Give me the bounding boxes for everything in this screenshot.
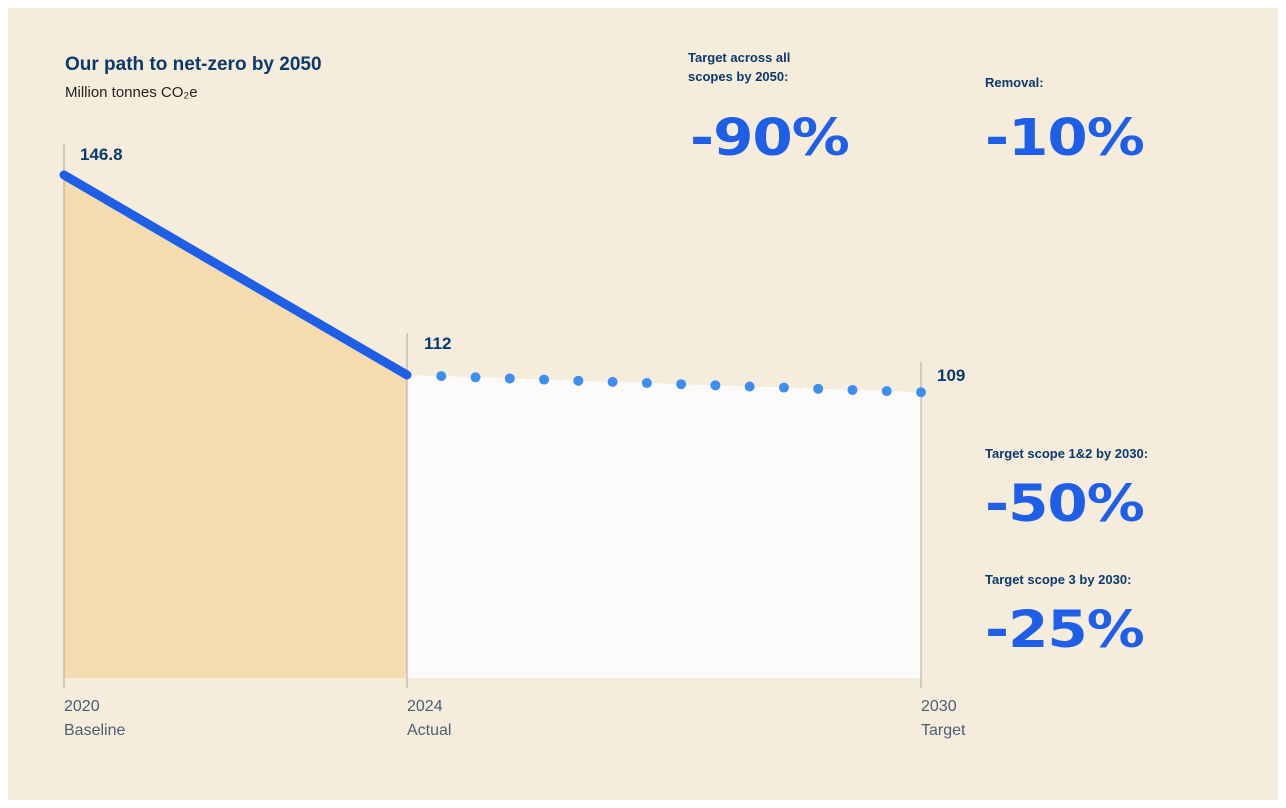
projection-point xyxy=(641,378,652,389)
kpi-scope3-label: Target scope 3 by 2030: xyxy=(985,572,1132,587)
projection-point xyxy=(470,372,481,383)
x-tick-year-2020: 2020 xyxy=(64,698,100,715)
projection-point xyxy=(813,383,824,394)
projection-point xyxy=(607,376,618,387)
baseline-area xyxy=(64,175,407,678)
projection-point xyxy=(573,375,584,386)
projection-point xyxy=(916,387,926,398)
projection-point xyxy=(881,386,892,397)
projection-point xyxy=(436,371,447,382)
chart-title: Our path to net-zero by 2050 xyxy=(65,54,322,75)
projection-point xyxy=(504,373,515,384)
x-tick-label-2030: Target xyxy=(921,722,966,739)
projection-point xyxy=(778,382,789,393)
kpi-removal-value: -10% xyxy=(985,107,1145,168)
kpi-removal-label: Removal: xyxy=(985,75,1044,90)
projection-point xyxy=(676,379,687,390)
projection-point xyxy=(847,384,858,395)
x-tick-label-2020: Baseline xyxy=(64,722,125,739)
x-tick-year-2030: 2030 xyxy=(921,698,957,715)
data-label-2030: 109 xyxy=(937,366,965,385)
kpi-scope12-value: -50% xyxy=(985,473,1145,534)
data-label-2020: 146.8 xyxy=(80,145,123,164)
x-tick-year-2024: 2024 xyxy=(407,698,443,715)
projection-point xyxy=(539,374,550,385)
kpi-scope12-label: Target scope 1&2 by 2030: xyxy=(985,446,1149,461)
kpi-all-scopes-label: Target across all scopes by 2050: xyxy=(688,50,791,84)
target-area xyxy=(407,375,921,678)
data-label-2024: 112 xyxy=(424,334,451,353)
kpi-all-scopes-value: -90% xyxy=(690,107,850,168)
kpi-scope3-value: -25% xyxy=(985,599,1145,660)
x-tick-label-2024: Actual xyxy=(407,722,451,739)
projection-point xyxy=(710,380,721,391)
actual-line xyxy=(59,170,412,380)
projection-point xyxy=(744,381,755,392)
chart-subtitle: Million tonnes CO₂e xyxy=(65,84,198,101)
